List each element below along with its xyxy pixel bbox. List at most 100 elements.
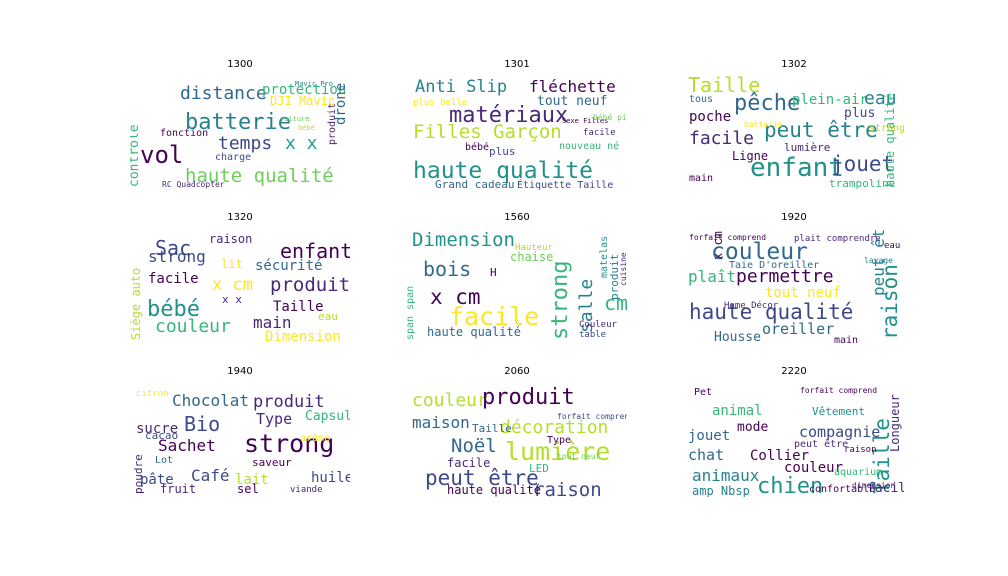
word-led: LED (529, 462, 549, 475)
word-fonction: fonction (160, 128, 208, 139)
word-plaît: plaît (688, 267, 736, 286)
word-temps: temps (218, 133, 272, 154)
word-peut-être: peut être (869, 228, 888, 296)
word-viande: viande (290, 485, 323, 495)
word-lumière: lumière (505, 437, 610, 466)
word-cacao: cacao (145, 429, 178, 442)
word-dji-mavic: DJI Mavic (270, 94, 335, 108)
word-cuisine: cuisine (619, 252, 627, 286)
wordcloud-1320: Sac raison enfant strong lit sécurité facile x … (130, 232, 350, 343)
word-couleur: couleur (784, 460, 843, 476)
word-protection: protection (262, 82, 346, 98)
word-sac: Sac (155, 236, 191, 260)
word-haute-qualité: haute qualité (883, 93, 897, 187)
word-plus-belle: plus belle (413, 98, 467, 108)
word-bébé: bébé (147, 297, 200, 322)
word-matériaux: matériaux (449, 103, 568, 128)
word-forfait-comprend: forfait comprend (557, 412, 627, 421)
word-enfant: enfant (750, 153, 844, 183)
word-huile: huile (311, 470, 350, 486)
word-matelas: matelas (599, 236, 610, 278)
word-housse: Housse (714, 330, 761, 343)
word-siège-auto: Siège auto (130, 268, 143, 340)
word-bébé: bébé (298, 124, 315, 132)
word-permettre: permettre (736, 266, 834, 287)
word-contrôle: contrôle (130, 124, 142, 187)
word-taille: Taille (472, 422, 512, 435)
word-type: Type (547, 435, 571, 446)
word-charge: charge (215, 152, 251, 163)
wordcloud-1940: Chocolat produit Bio strong Sachet Type Capsul… (132, 389, 350, 496)
word-dimension: Dimension (412, 229, 515, 251)
word-haute-qualité: haute qualité (427, 325, 521, 339)
word-strong: strong (148, 247, 206, 266)
word-trampoline: trampoline (829, 177, 895, 190)
word-span-span: span span (407, 286, 416, 340)
panel-title-1560: 1560 (504, 212, 530, 223)
word-plait-comprendre: plait comprendre (794, 234, 881, 244)
word-main: main (689, 173, 713, 184)
word-main: main (253, 313, 292, 332)
word-produit: produit (270, 274, 350, 296)
word-strong: strong (548, 261, 573, 340)
word-produit: produit (482, 385, 575, 410)
word-mavic-pro: Mavic Pro (295, 80, 333, 88)
word-aquarium: aquarium (834, 467, 882, 478)
word-chaise: chaise (510, 250, 553, 264)
word-couleur: couleur (155, 316, 231, 337)
word-couleur: Couleur (579, 320, 618, 330)
word-tout-neuf: tout neuf (765, 285, 841, 301)
panel-title-2060: 2060 (504, 366, 530, 377)
word-lumière: lumière (784, 141, 830, 154)
word-mode: mode (737, 420, 768, 435)
word-distance: distance (180, 83, 267, 104)
word-maison: maison (412, 413, 470, 432)
word-décoration: décoration (500, 417, 608, 438)
word-drone: drone (333, 83, 349, 125)
word-facile: facile (583, 128, 616, 138)
word-grand-cadeau: Grand cadeau (435, 178, 514, 190)
word-ligne: Ligne (732, 149, 768, 163)
panel-title-1320: 1320 (227, 212, 253, 223)
word-table: table (579, 330, 606, 340)
word-x-x: x x (222, 293, 242, 306)
word-eau: eau (864, 88, 897, 109)
panel-title-2220: 2220 (781, 366, 807, 377)
word-sexe-filles: Sexe Filles (562, 117, 608, 125)
word-haute-qualité: haute qualité (185, 165, 334, 187)
word-fléchette: fléchette (529, 77, 616, 96)
word-saveur: saveur (252, 456, 292, 469)
word-lot: Lot (155, 455, 173, 466)
word-sel: sel (237, 482, 259, 496)
word-home-décor: Home Décor (724, 300, 779, 311)
word-x-cm: x cm (711, 231, 725, 260)
word-vêtement: Vêtement (812, 405, 865, 418)
word-pâte: pâte (140, 472, 174, 488)
word-pet: Pet (694, 387, 712, 398)
word-chat: chat (688, 446, 724, 464)
word-forfait-comprend: forfait comprend (800, 386, 877, 395)
word-facile: facile (447, 456, 490, 470)
word-haute-qualité: haute qualité (689, 300, 853, 324)
word-animaux: animaux (692, 466, 760, 485)
word-nouveau-né: nouveau né (559, 140, 619, 152)
word-bio: Bio (184, 412, 220, 436)
word-haute-qualité: haute qualité (447, 483, 541, 497)
word-animal: animal (712, 403, 763, 419)
word-poche: poche (689, 109, 731, 125)
word-plus: plus (844, 106, 875, 121)
word-étiquette-taille: Étiquette Taille (517, 178, 613, 190)
word-pêche: pêche (734, 91, 800, 116)
word-sucre: sucre (136, 421, 178, 437)
word-produit: produit (608, 254, 621, 300)
word-facile: facile (449, 302, 539, 331)
word-capsule: Capsule (305, 409, 350, 424)
word-bébé-pied: bébé pied (593, 112, 627, 122)
word-lavage: lavage (864, 256, 893, 265)
panel-title-1300: 1300 (227, 59, 253, 70)
